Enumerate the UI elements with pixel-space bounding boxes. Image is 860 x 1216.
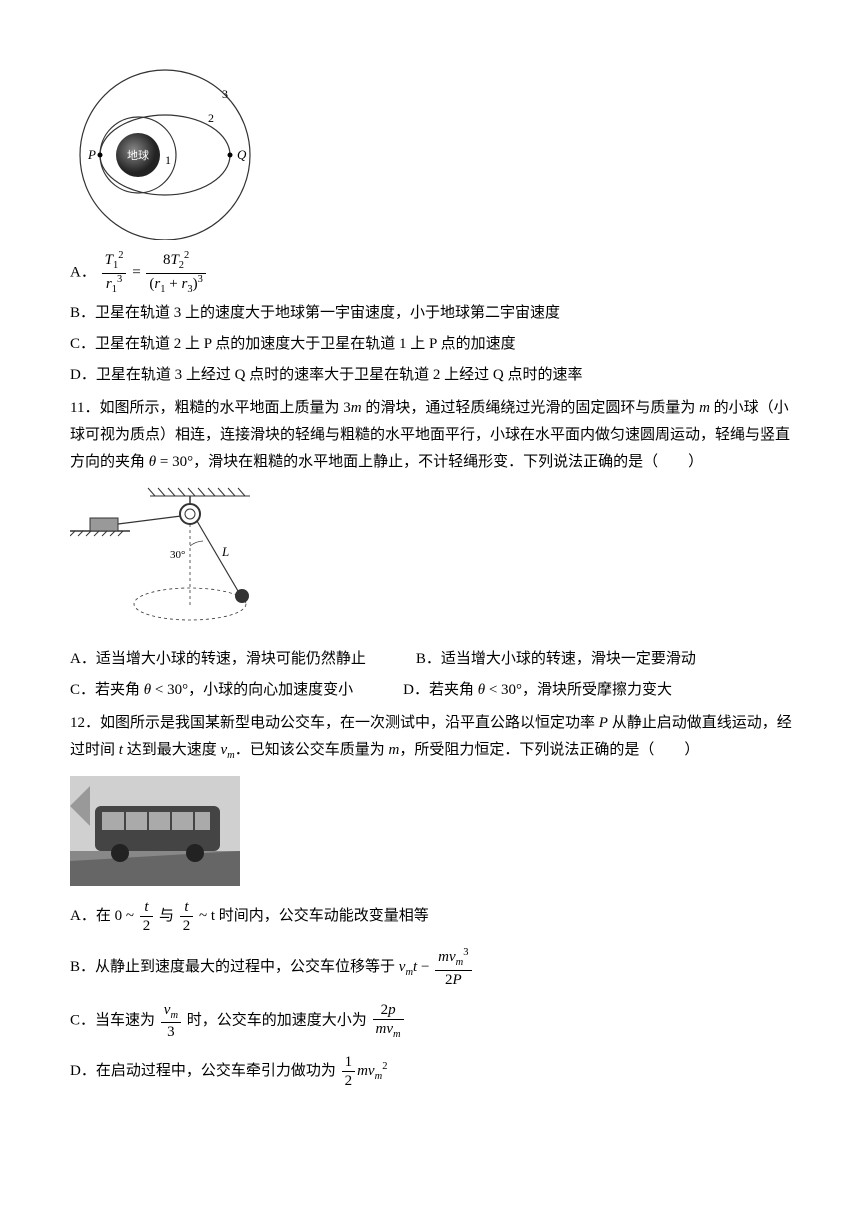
q12-m: m bbox=[388, 742, 399, 758]
q12-bus-figure bbox=[70, 776, 800, 886]
q11-options-cd: C．若夹角 θ < 30°，小球的向心加速度变小 D．若夹角 θ < 30°，滑… bbox=[70, 677, 800, 704]
q12-option-c: C．当车速为 vm 3 时，公交车的加速度大小为 2p mvm bbox=[70, 1001, 800, 1042]
q12-t1: 如图所示是我国某新型电动公交车，在一次测试中，沿平直公路以恒定功率 bbox=[100, 715, 599, 731]
q12-number: 12． bbox=[70, 715, 100, 731]
point-q-label: Q bbox=[237, 147, 247, 162]
q12-t4: ．已知该公交车质量为 bbox=[235, 742, 389, 758]
q10-a-prefix: A． bbox=[70, 265, 96, 281]
q11-text: 11．如图所示，粗糙的水平地面上质量为 3m 的滑块，通过轻质绳绕过光滑的固定圆… bbox=[70, 395, 800, 476]
q12-t5: ，所受阻力恒定．下列说法正确的是（ ） bbox=[399, 742, 699, 758]
q10-option-a: A． T12 r13 = 8T22 (r1 + r3)3 bbox=[70, 250, 800, 296]
q11-t4: = 30°，滑块在粗糙的水平地面上静止，不计轻绳形变．下列说法正确的是（ ） bbox=[156, 454, 703, 470]
q10-option-d: D．卫星在轨道 3 上经过 Q 点时的速率大于卫星在轨道 2 上经过 Q 点时的… bbox=[70, 362, 800, 389]
q11-option-b: B．适当增大小球的转速，滑块一定要滑动 bbox=[416, 646, 696, 673]
q11-t1: 如图所示，粗糙的水平地面上质量为 3 bbox=[99, 400, 350, 416]
q11-options-ab: A．适当增大小球的转速，滑块可能仍然静止 B．适当增大小球的转速，滑块一定要滑动 bbox=[70, 646, 800, 673]
q10-option-c: C．卫星在轨道 2 上 P 点的加速度大于卫星在轨道 1 上 P 点的加速度 bbox=[70, 331, 800, 358]
q11-option-a: A．适当增大小球的转速，滑块可能仍然静止 bbox=[70, 646, 366, 673]
q11-pendulum-figure: 30° L bbox=[70, 486, 800, 636]
q12-t3: 达到最大速度 bbox=[123, 742, 221, 758]
q12-P: P bbox=[599, 715, 608, 731]
q11-angle-label: 30° bbox=[170, 549, 185, 561]
q11-t2: 的滑块，通过轻质绳绕过光滑的固定圆环与质量为 bbox=[362, 400, 700, 416]
q10-option-b: B．卫星在轨道 3 上的速度大于地球第一宇宙速度，小于地球第二宇宙速度 bbox=[70, 300, 800, 327]
q12-option-d: D．在启动过程中，公交车牵引力做功为 12mvm2 bbox=[70, 1053, 800, 1090]
q11-option-c: C．若夹角 θ < 30°，小球的向心加速度变小 bbox=[70, 677, 353, 704]
q11-3m: m bbox=[351, 400, 362, 416]
q10-orbit-figure: 地球 P Q 1 2 3 bbox=[70, 60, 800, 240]
orbit-3-label: 3 bbox=[222, 87, 228, 101]
q12-option-a: A．在 0 ~ t2 与 t2 ~ t 时间内，公交车动能改变量相等 bbox=[70, 898, 800, 935]
q12-text: 12．如图所示是我国某新型电动公交车，在一次测试中，沿平直公路以恒定功率 P 从… bbox=[70, 710, 800, 766]
orbit-2-label: 2 bbox=[208, 111, 214, 125]
q11-option-d: D．若夹角 θ < 30°，滑块所受摩擦力变大 bbox=[403, 677, 672, 704]
q12-option-b: B．从静止到速度最大的过程中，公交车位移等于 vmt − mvm3 2P bbox=[70, 947, 800, 989]
earth-label: 地球 bbox=[127, 148, 149, 162]
q11-length-label: L bbox=[221, 544, 229, 559]
q11-m: m bbox=[699, 400, 710, 416]
orbit-1-label: 1 bbox=[165, 153, 171, 167]
q11-number: 11． bbox=[70, 400, 99, 416]
point-p-label: P bbox=[87, 147, 96, 162]
